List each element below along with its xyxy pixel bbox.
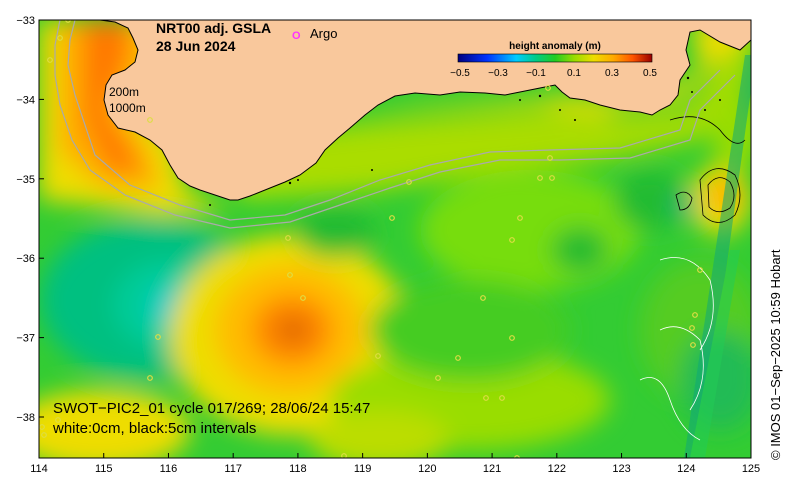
isobath-label-1000m: 1000m [109,101,146,115]
y-tick-label: −36 [16,253,35,265]
colorbar-tick-label: 0.3 [605,68,619,79]
plot-frame [38,19,752,459]
colorbar-tick-label: −0.3 [488,68,508,79]
y-tick-label: −35 [16,174,35,186]
argo-float-marker [39,424,45,430]
argo-legend-label: Argo [310,26,337,41]
y-axis: −33 −34 −35 −36 −37 −38 [16,15,44,424]
argo-float-marker [287,272,293,278]
x-tick-label: 121 [483,463,501,475]
colorbar: height anomaly (m) −0.5 −0.3 −0.1 0.1 0.3 0.5 [450,41,657,79]
argo-float-marker [406,179,412,185]
colorbar-tick-label: 0.5 [643,68,657,79]
isobath-lines [54,20,736,229]
argo-float-marker [549,175,555,181]
x-tick-label: 118 [289,463,307,475]
anomaly-field [39,20,751,458]
argo-float-marker [509,237,515,243]
argo-float-marker [509,335,515,341]
map-plot-area [39,20,751,458]
colorbar-tick-label: −0.1 [526,68,546,79]
y-tick-label: −38 [16,412,35,424]
argo-float-marker [300,295,306,301]
argo-float-marker [147,117,153,123]
x-tick-label: 125 [742,463,760,475]
swot-swath [684,55,751,458]
colorbar-tick-label: −0.5 [450,68,470,79]
argo-float-marker [389,215,395,221]
argo-float-marker [147,375,153,381]
argo-legend: O Argo [292,26,337,42]
swath-contours [639,116,746,441]
y-tick-label: −33 [16,15,35,27]
isobath-label-200m: 200m [109,85,139,99]
swot-caption-line2: white:0cm, black:5cm intervals [52,420,256,437]
x-tick-label: 120 [418,463,436,475]
land-australia [39,20,751,201]
argo-float-marker [57,35,63,41]
swot-caption-line1: SWOT−PIC2_01 cycle 017/269; 28/06/24 15:… [53,400,370,417]
x-tick-label: 117 [224,463,242,475]
x-tick-label: 115 [95,463,113,475]
x-tick-label: 119 [354,463,372,475]
argo-float-marker [545,85,551,91]
argo-float-marker [689,325,695,331]
colorbar-title: height anomaly (m) [509,41,601,52]
argo-float-marker [285,235,291,241]
x-tick-label: 123 [612,463,630,475]
colorbar-gradient [457,53,653,63]
argo-legend-marker: O [292,30,301,42]
map-title-line1: NRT00 adj. GSLA [156,20,271,36]
argo-float-marker [155,334,161,340]
colorbar-tick-label: 0.1 [567,68,581,79]
y-tick-label: −37 [16,333,35,345]
x-tick-label: 116 [160,463,178,475]
argo-float-marker [692,312,698,318]
map-title-line2: 28 Jun 2024 [156,38,236,54]
coastal-islands [209,76,721,206]
x-tick-label: 122 [548,463,566,475]
imos-credit: © IMOS 01−Sep−2025 10:59 Hobart [768,249,783,460]
argo-float-marker [47,57,53,63]
argo-float-marker [435,375,441,381]
argo-float-marker [375,353,381,359]
argo-float-marker [514,455,520,458]
argo-float-marker [537,175,543,181]
argo-float-marker [483,395,489,401]
argo-float-marker [455,355,461,361]
argo-float-marker [341,453,347,458]
x-tick-label: 114 [30,463,48,475]
argo-markers [39,20,703,458]
argo-float-marker [41,432,47,438]
y-tick-label: −34 [16,94,35,106]
argo-float-marker [499,395,505,401]
argo-float-marker [480,295,486,301]
argo-float-marker [547,155,553,161]
x-tick-label: 124 [677,463,695,475]
argo-float-marker [55,417,61,423]
x-axis: 114 115 116 117 118 119 120 121 122 123 124 125 [30,453,760,475]
argo-float-marker [697,267,703,273]
argo-float-marker [517,215,523,221]
argo-float-marker [690,342,696,348]
